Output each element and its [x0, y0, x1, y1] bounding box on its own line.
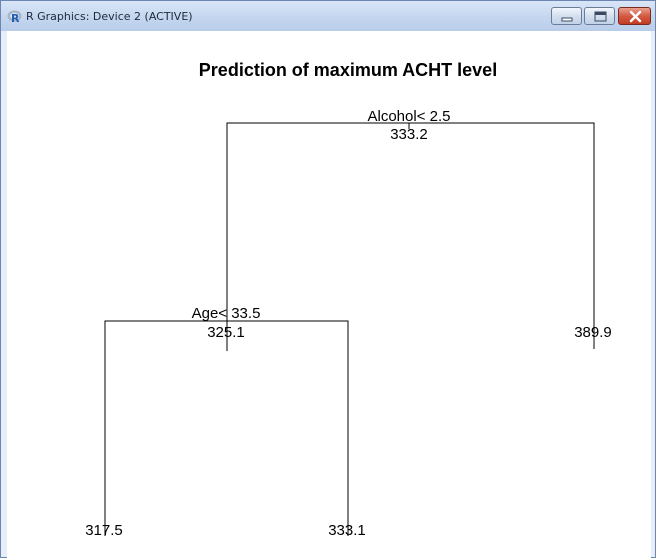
graphics-canvas: Prediction of maximum ACHT level Alcohol…	[7, 31, 651, 559]
tree-plot: Prediction of maximum ACHT level Alcohol…	[85, 60, 612, 539]
root-split-label: Alcohol< 2.5	[368, 108, 451, 125]
minimize-icon	[561, 17, 573, 22]
root-value-label: 333.2	[390, 126, 428, 143]
plot-title: Prediction of maximum ACHT level	[199, 60, 497, 80]
title-bar[interactable]: R R Graphics: Device 2 (ACTIVE)	[1, 1, 655, 31]
close-icon	[629, 10, 642, 23]
minimize-button[interactable]	[551, 7, 582, 25]
leaf-label: 333.1	[328, 522, 366, 539]
maximize-button[interactable]	[584, 7, 615, 25]
r-logo-icon: R	[7, 10, 22, 24]
window-title: R Graphics: Device 2 (ACTIVE)	[26, 10, 193, 23]
left-split-label: Age< 33.5	[192, 305, 261, 322]
left-value-label: 325.1	[207, 324, 245, 341]
leaf-label: 317.5	[85, 522, 123, 539]
maximize-icon	[594, 11, 607, 22]
svg-text:R: R	[11, 12, 20, 24]
close-button[interactable]	[618, 7, 651, 25]
tree-branches	[104, 122, 595, 536]
root-branch	[226, 122, 595, 351]
left-branch	[104, 320, 349, 536]
leaf-label: 389.9	[574, 324, 612, 341]
